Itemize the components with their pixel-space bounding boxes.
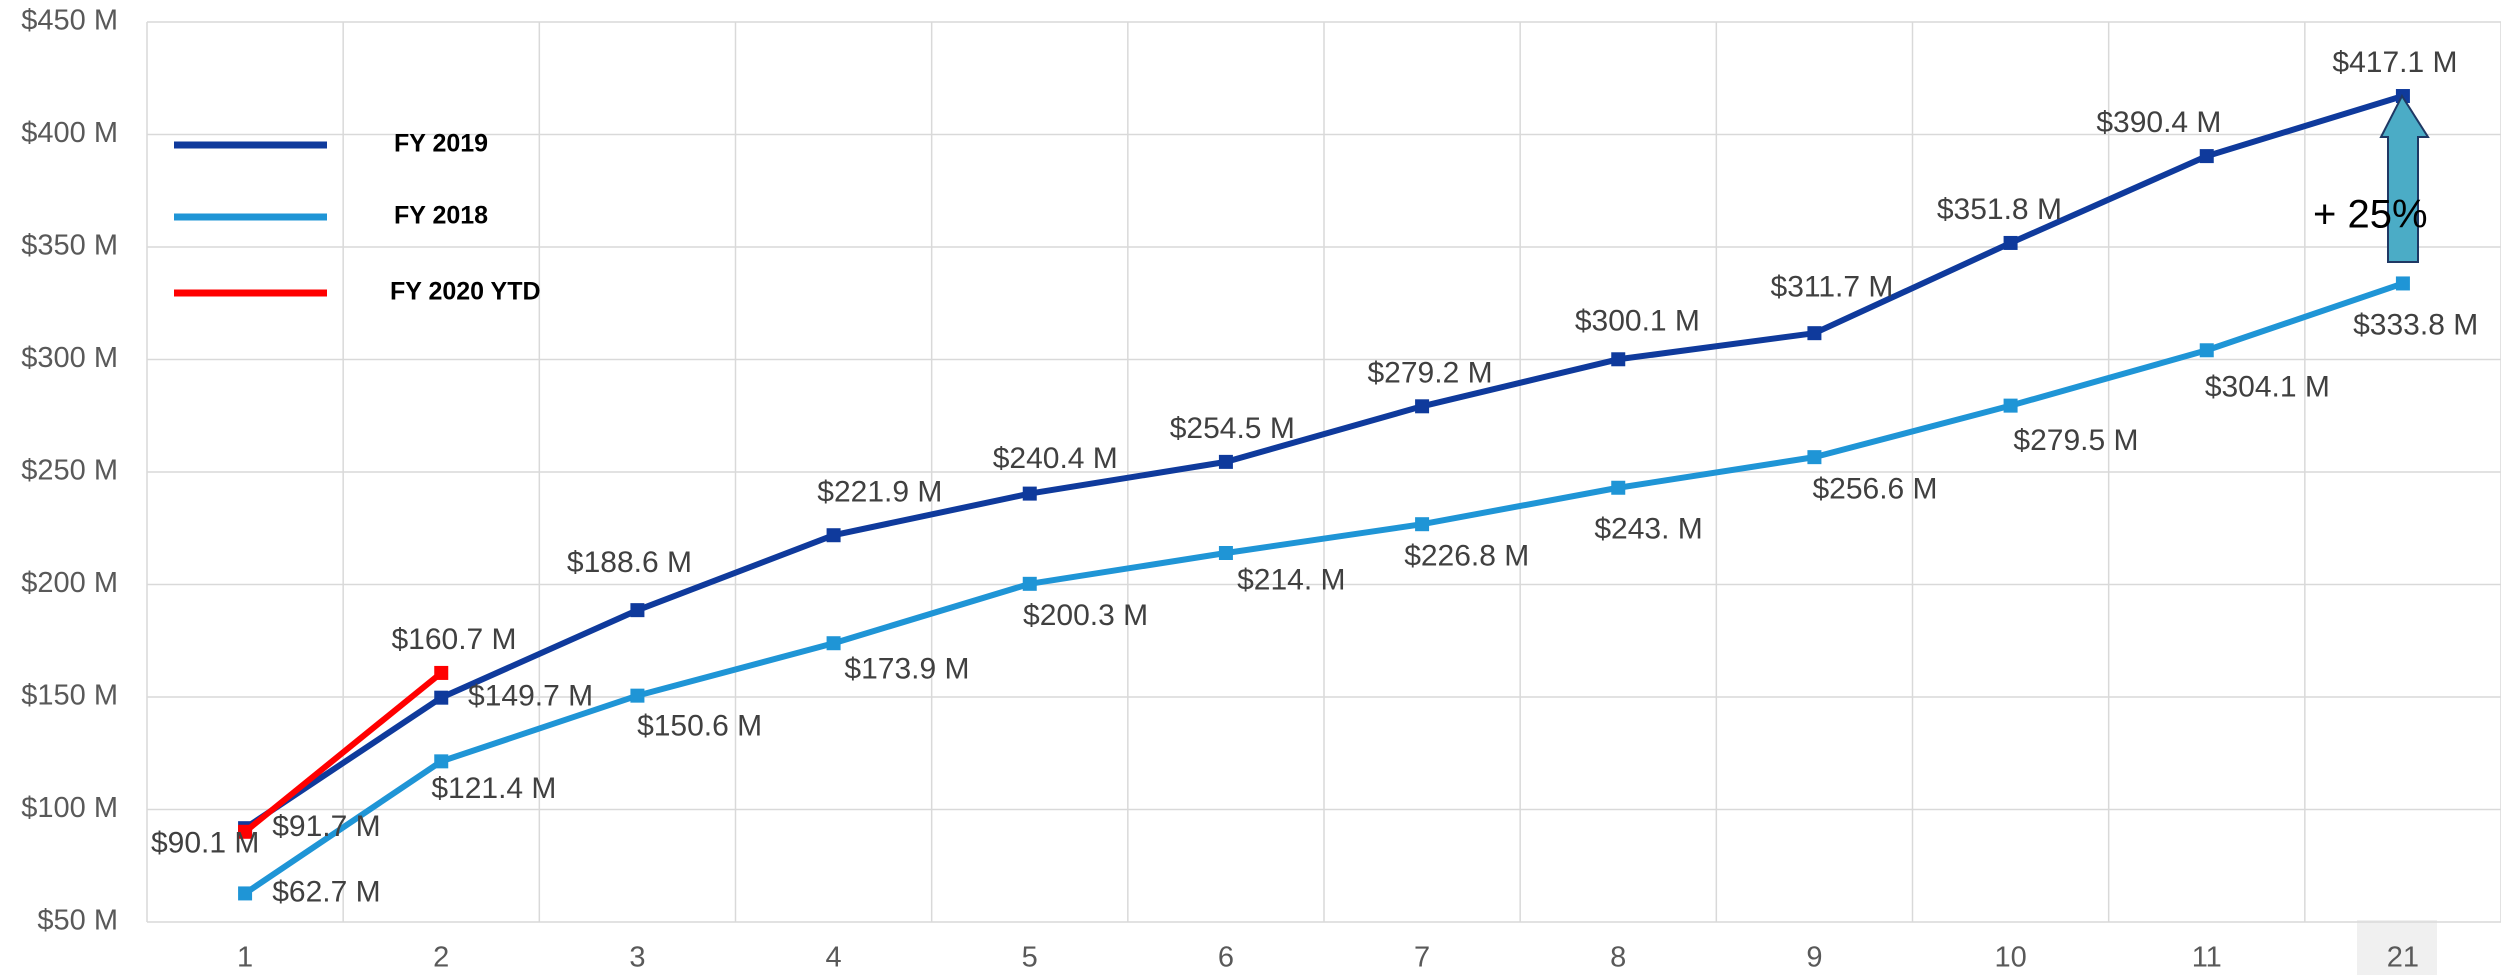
point-marker — [1611, 480, 1626, 495]
point-marker — [238, 886, 253, 901]
legend-label: FY 2019 — [394, 130, 488, 158]
point-marker — [2199, 149, 2214, 164]
x-tick-label: 3 — [629, 942, 645, 974]
x-tick-label: 2 — [433, 942, 449, 974]
data-label: $256.6 M — [1812, 473, 1937, 506]
series-line — [243, 93, 2404, 831]
point-marker — [1022, 576, 1037, 591]
data-label: $91.7 M — [272, 810, 380, 843]
x-tick-label: 6 — [1218, 942, 1234, 974]
data-label: $300.1 M — [1575, 305, 1700, 338]
point-marker — [630, 688, 645, 703]
hover-box — [2357, 920, 2437, 975]
data-label: $150.6 M — [637, 709, 762, 742]
y-tick-label: $100 M — [21, 792, 118, 824]
x-tick-label: 8 — [1610, 942, 1626, 974]
point-marker — [1415, 399, 1430, 414]
data-label: $243. M — [1594, 513, 1702, 546]
point-marker — [1218, 454, 1233, 469]
point-marker — [1807, 326, 1822, 341]
data-label: $214. M — [1237, 564, 1345, 597]
y-tick-label: $150 M — [21, 680, 118, 712]
point-marker — [1415, 517, 1430, 532]
point-marker — [2003, 235, 2018, 250]
data-label: $90.1 M — [151, 826, 259, 859]
data-label: $221.9 M — [817, 476, 942, 509]
point-marker — [434, 690, 449, 705]
y-tick-label: $250 M — [21, 455, 118, 487]
point-marker — [826, 636, 841, 651]
data-label: $188.6 M — [567, 546, 692, 579]
y-tick-label: $450 M — [21, 5, 118, 37]
x-tick-label: 4 — [826, 942, 842, 974]
point-marker — [434, 754, 449, 769]
x-tick-label: 10 — [1994, 942, 2026, 974]
y-tick-label: $300 M — [21, 342, 118, 374]
x-tick-label: 9 — [1806, 942, 1822, 974]
point-marker — [2199, 343, 2214, 358]
series-line — [243, 670, 444, 835]
y-tick-label: $50 M — [37, 905, 118, 937]
y-tick-label: $200 M — [21, 567, 118, 599]
legend-label: FY 2018 — [394, 202, 488, 230]
data-label: $149.7 M — [468, 680, 593, 713]
point-marker — [2395, 276, 2410, 291]
data-label: $279.2 M — [1368, 356, 1493, 389]
point-marker — [630, 603, 645, 618]
point-marker — [2003, 398, 2018, 413]
point-marker — [434, 665, 449, 680]
point-marker — [1218, 546, 1233, 560]
point-marker — [1807, 450, 1822, 465]
point-marker — [1611, 352, 1626, 367]
data-label: $351.8 M — [1937, 193, 2062, 226]
data-label: $226.8 M — [1404, 540, 1529, 573]
data-label: $240.4 M — [993, 442, 1118, 475]
legend-label: FY 2020 YTD — [390, 278, 541, 306]
y-tick-label: $350 M — [21, 230, 118, 262]
data-label: $62.7 M — [272, 875, 380, 908]
x-tick-label: 11 — [2192, 942, 2222, 974]
point-marker — [826, 528, 841, 543]
y-tick-label: $400 M — [21, 117, 118, 149]
data-label: $121.4 M — [431, 772, 556, 805]
increase-arrow — [2379, 93, 2430, 263]
data-label: $333.8 M — [2353, 308, 2478, 341]
point-marker — [238, 824, 253, 839]
data-label: $279.5 M — [2013, 424, 2138, 457]
data-label: $390.4 M — [2096, 106, 2221, 139]
series-line — [243, 280, 2404, 896]
point-marker — [1022, 486, 1037, 501]
data-label: $304.1 M — [2205, 370, 2330, 403]
data-label: $160.7 M — [391, 623, 516, 656]
x-tick-label: 7 — [1414, 942, 1430, 974]
data-label: $311.7 M — [1771, 270, 1894, 303]
data-label: $173.9 M — [844, 652, 969, 685]
annotation: + 25% — [2313, 193, 2428, 237]
data-label: $417.1 M — [2332, 46, 2457, 79]
x-tick-label: 5 — [1022, 942, 1038, 974]
data-label: $200.3 M — [1023, 599, 1148, 632]
data-label: $254.5 M — [1170, 412, 1295, 445]
x-tick-label: 21 — [2387, 942, 2419, 974]
x-tick-label: 1 — [237, 942, 253, 974]
